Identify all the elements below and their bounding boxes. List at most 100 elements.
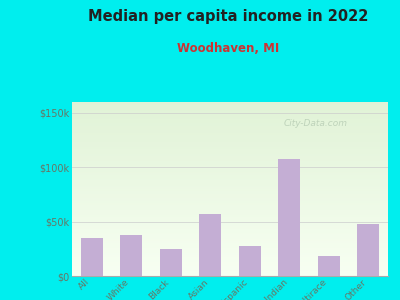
- Bar: [239, 245, 261, 276]
- Bar: [72, 184, 388, 185]
- Bar: [72, 194, 388, 196]
- Bar: [72, 198, 388, 200]
- Bar: [72, 257, 388, 259]
- Bar: [72, 272, 388, 274]
- Bar: [72, 172, 388, 173]
- Bar: [72, 254, 388, 255]
- Bar: [72, 114, 388, 116]
- Bar: [318, 256, 340, 276]
- Bar: [72, 271, 388, 272]
- Bar: [72, 175, 388, 177]
- Bar: [72, 130, 388, 132]
- Bar: [278, 158, 300, 276]
- Bar: [72, 217, 388, 219]
- Bar: [72, 109, 388, 111]
- Bar: [72, 144, 388, 146]
- Bar: [72, 187, 388, 189]
- Bar: [72, 219, 388, 220]
- Bar: [72, 170, 388, 172]
- Bar: [72, 151, 388, 152]
- Bar: [72, 111, 388, 112]
- Bar: [72, 232, 388, 234]
- Bar: [72, 156, 388, 158]
- Bar: [72, 185, 388, 187]
- Bar: [72, 193, 388, 194]
- Bar: [72, 126, 388, 128]
- Bar: [72, 189, 388, 191]
- Bar: [160, 249, 182, 276]
- Bar: [72, 252, 388, 254]
- Bar: [72, 142, 388, 144]
- Bar: [72, 224, 388, 226]
- Text: City-Data.com: City-Data.com: [284, 119, 348, 128]
- Text: Woodhaven, MI: Woodhaven, MI: [177, 42, 279, 55]
- Bar: [72, 250, 388, 252]
- Bar: [72, 154, 388, 156]
- Bar: [72, 215, 388, 217]
- Bar: [72, 269, 388, 271]
- Bar: [72, 132, 388, 133]
- Bar: [72, 161, 388, 163]
- Bar: [72, 173, 388, 175]
- Bar: [72, 118, 388, 119]
- Bar: [72, 226, 388, 227]
- Bar: [72, 196, 388, 198]
- Bar: [72, 167, 388, 168]
- Bar: [120, 235, 142, 276]
- Bar: [72, 137, 388, 139]
- Bar: [72, 106, 388, 107]
- Bar: [72, 116, 388, 118]
- Bar: [72, 147, 388, 149]
- Bar: [72, 243, 388, 245]
- Bar: [72, 262, 388, 264]
- Bar: [72, 267, 388, 269]
- Bar: [72, 255, 388, 257]
- Bar: [72, 165, 388, 167]
- Bar: [72, 119, 388, 121]
- Bar: [199, 214, 221, 276]
- Bar: [72, 238, 388, 239]
- Bar: [72, 102, 388, 104]
- Bar: [72, 248, 388, 250]
- Bar: [72, 229, 388, 231]
- Bar: [72, 123, 388, 124]
- Bar: [72, 274, 388, 276]
- Bar: [72, 104, 388, 106]
- Bar: [72, 180, 388, 182]
- Bar: [72, 140, 388, 142]
- Bar: [72, 121, 388, 123]
- Bar: [72, 208, 388, 210]
- Bar: [72, 133, 388, 135]
- Bar: [72, 201, 388, 203]
- Bar: [72, 210, 388, 212]
- Bar: [72, 139, 388, 140]
- Bar: [72, 159, 388, 161]
- Bar: [72, 234, 388, 236]
- Bar: [72, 168, 388, 170]
- Bar: [72, 239, 388, 241]
- Bar: [72, 107, 388, 109]
- Bar: [72, 246, 388, 248]
- Bar: [72, 182, 388, 184]
- Bar: [72, 213, 388, 215]
- Bar: [72, 222, 388, 224]
- Bar: [72, 152, 388, 154]
- Bar: [72, 245, 388, 246]
- Bar: [72, 236, 388, 238]
- Bar: [72, 146, 388, 147]
- Bar: [72, 200, 388, 201]
- Bar: [72, 163, 388, 165]
- Bar: [72, 149, 388, 151]
- Bar: [72, 124, 388, 126]
- Bar: [72, 241, 388, 243]
- Bar: [72, 191, 388, 193]
- Bar: [72, 220, 388, 222]
- Bar: [72, 205, 388, 206]
- Bar: [72, 158, 388, 159]
- Bar: [72, 260, 388, 262]
- Text: Median per capita income in 2022: Median per capita income in 2022: [88, 9, 368, 24]
- Bar: [72, 206, 388, 208]
- Bar: [72, 135, 388, 137]
- Bar: [72, 259, 388, 260]
- Bar: [81, 238, 103, 276]
